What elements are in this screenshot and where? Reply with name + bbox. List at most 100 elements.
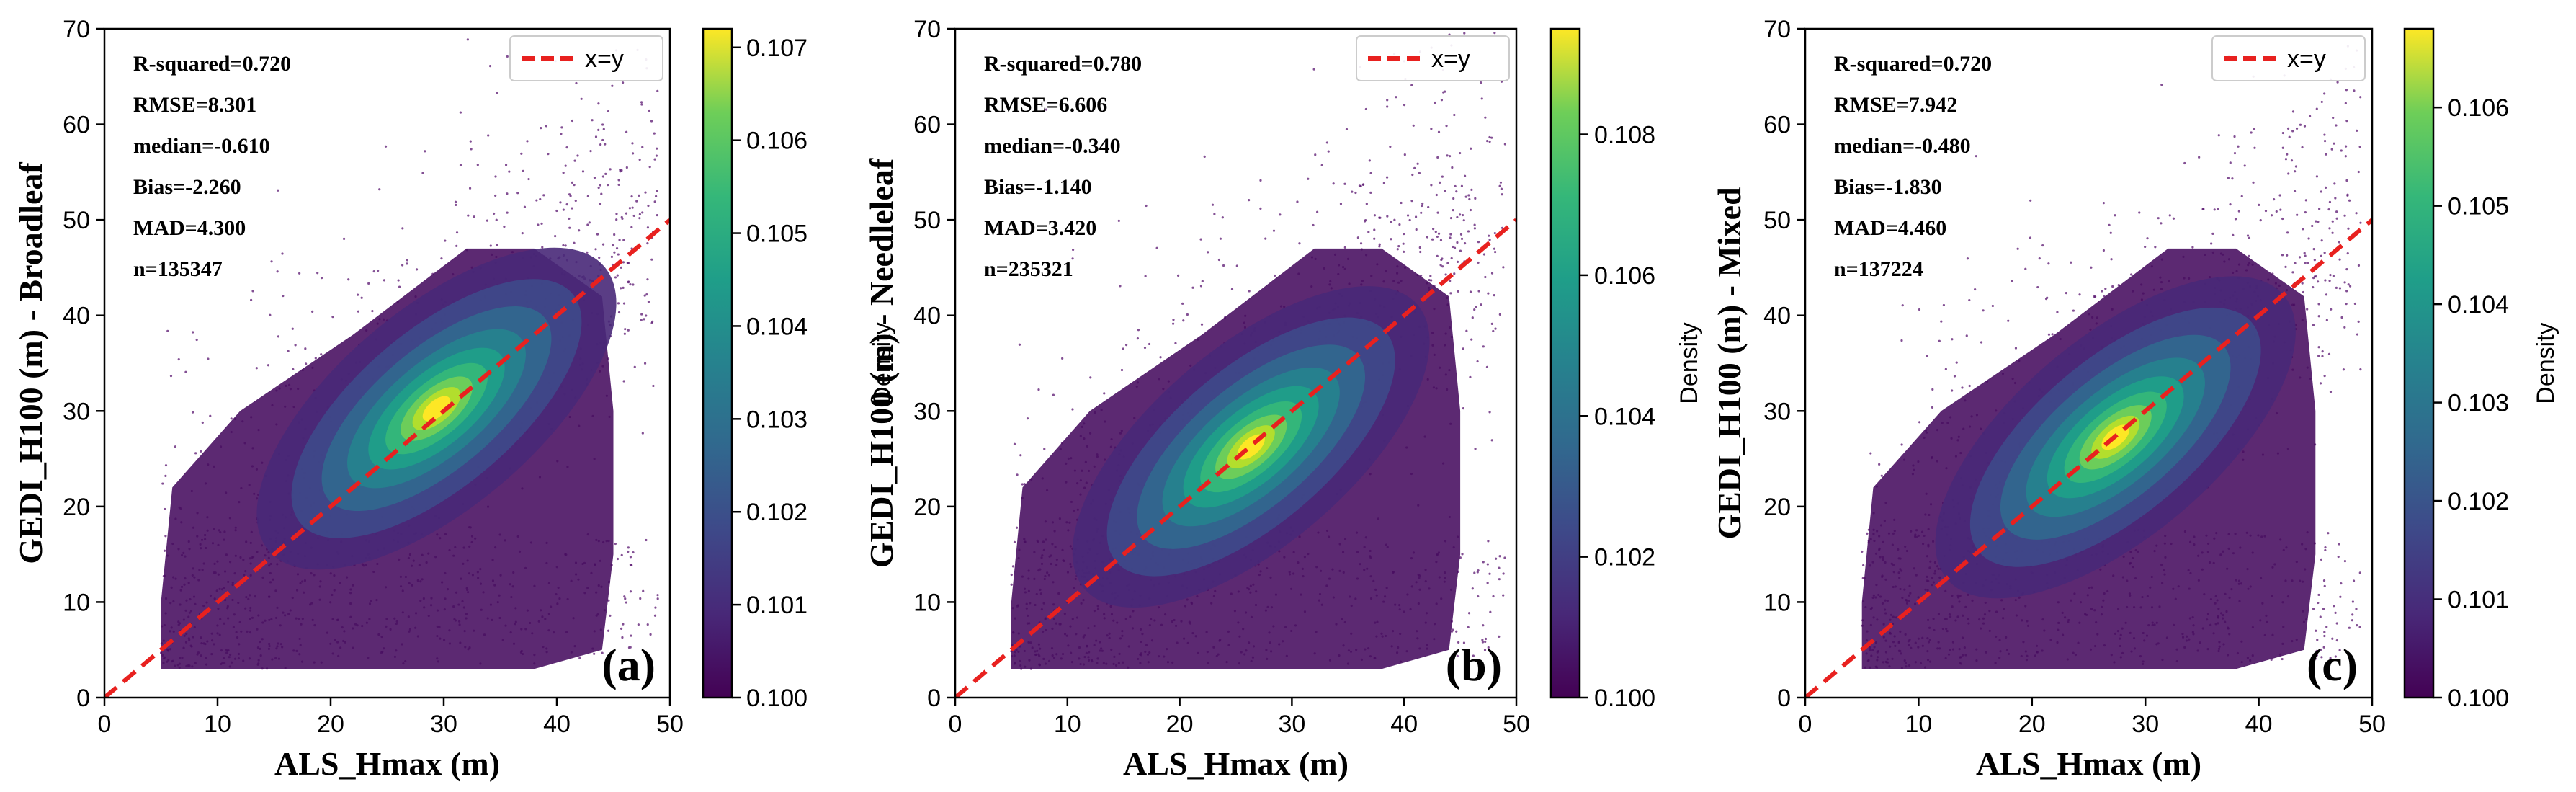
scatter-point	[1390, 221, 1392, 223]
scatter-point	[1488, 239, 1491, 241]
scatter-point	[655, 154, 658, 157]
scatter-point	[1445, 124, 1448, 128]
scatter-point	[1477, 595, 1480, 598]
scatter-point	[2351, 613, 2354, 616]
scatter-point	[191, 411, 194, 414]
scatter-point	[622, 380, 625, 383]
scatter-point	[599, 203, 602, 205]
scatter-point	[616, 557, 620, 561]
scatter-point	[2334, 655, 2337, 658]
scatter-point	[1419, 250, 1422, 254]
scatter-point	[486, 219, 488, 222]
scatter-point	[2335, 622, 2338, 625]
scatter-point	[1473, 571, 1476, 574]
y-tick-label: 40	[1763, 303, 1791, 330]
scatter-point	[2317, 280, 2320, 283]
scatter-point	[2304, 262, 2307, 264]
scatter-point	[2334, 197, 2337, 200]
scatter-point	[2311, 224, 2314, 228]
scatter-point	[455, 203, 457, 206]
scatter-point	[1199, 238, 1202, 241]
scatter-point	[1119, 285, 1122, 288]
scatter-point	[1364, 220, 1367, 223]
scatter-point	[641, 146, 644, 148]
scatter-point	[1378, 216, 1381, 219]
scatter-point	[568, 226, 571, 229]
scatter-point	[1482, 624, 1485, 627]
x-axis-label: ALS_Hmax (m)	[1976, 745, 2201, 782]
scatter-point	[503, 225, 506, 228]
y-tick-label: 30	[1763, 398, 1791, 425]
stat-line: median=-0.480	[1834, 134, 1971, 158]
scatter-point	[1016, 473, 1019, 476]
scatter-point	[401, 264, 404, 267]
scatter-point	[2353, 302, 2357, 306]
scatter-point	[622, 286, 625, 290]
scatter-point	[2343, 281, 2346, 284]
scatter-point	[1362, 183, 1365, 186]
scatter-point	[1461, 553, 1464, 556]
scatter-point	[495, 218, 498, 221]
scatter-point	[648, 166, 651, 169]
scatter-point	[1390, 238, 1392, 241]
scatter-point	[1484, 275, 1487, 279]
scatter-point	[617, 311, 621, 314]
scatter-point	[622, 261, 625, 264]
scatter-point	[1400, 201, 1403, 205]
scatter-point	[565, 146, 568, 149]
scatter-point	[2288, 135, 2291, 138]
scatter-point	[1298, 242, 1301, 245]
scatter-point	[378, 188, 381, 191]
y-axis-label: GEDI_H100 (m) - Mixed	[1711, 187, 1748, 540]
scatter-point	[2286, 231, 2289, 234]
scatter-point	[1373, 228, 1376, 231]
scatter-point	[2138, 211, 2141, 214]
scatter-point	[455, 244, 458, 247]
scatter-point	[545, 125, 547, 128]
scatter-point	[2315, 649, 2318, 652]
y-tick-label: 10	[913, 589, 941, 616]
scatter-point	[597, 186, 600, 190]
scatter-point	[640, 103, 643, 106]
scatter-point	[638, 213, 642, 216]
x-tick-label: 0	[1799, 711, 1812, 738]
scatter-point	[2293, 190, 2297, 192]
scatter-point	[2130, 273, 2133, 276]
colorbar-tick-label: 0.103	[2448, 390, 2509, 417]
scatter-point	[1403, 103, 1406, 107]
scatter-point	[2324, 546, 2327, 549]
scatter-point	[526, 140, 529, 143]
scatter-point	[2315, 107, 2318, 110]
x-tick-label: 30	[1278, 711, 1305, 738]
x-tick-label: 40	[543, 711, 571, 738]
scatter-point	[586, 223, 589, 226]
x-axis-label: ALS_Hmax (m)	[1123, 745, 1349, 782]
scatter-point	[1018, 343, 1021, 346]
scatter-point	[1416, 162, 1419, 165]
scatter-point	[1453, 113, 1456, 117]
scatter-point	[2330, 308, 2333, 311]
scatter-point	[1901, 304, 1904, 307]
scatter-point	[597, 128, 600, 131]
scatter-point	[2314, 657, 2317, 660]
scatter-point	[2307, 237, 2310, 240]
colorbar-tick-label: 0.104	[2448, 291, 2509, 319]
scatter-point	[607, 184, 609, 187]
scatter-point	[1103, 392, 1106, 395]
scatter-point	[1307, 177, 1310, 180]
scatter-point	[1470, 338, 1473, 341]
scatter-point	[638, 217, 641, 220]
scatter-point	[1021, 483, 1024, 486]
scatter-point	[607, 629, 610, 632]
scatter-point	[207, 357, 210, 360]
scatter-point	[2312, 608, 2315, 610]
scatter-point	[629, 590, 632, 593]
x-tick-label: 0	[98, 711, 112, 738]
scatter-point	[573, 184, 576, 187]
scatter-point	[624, 597, 627, 600]
scatter-point	[627, 262, 630, 264]
scatter-point	[612, 244, 614, 247]
scatter-point	[2110, 258, 2113, 261]
scatter-point	[638, 194, 640, 197]
